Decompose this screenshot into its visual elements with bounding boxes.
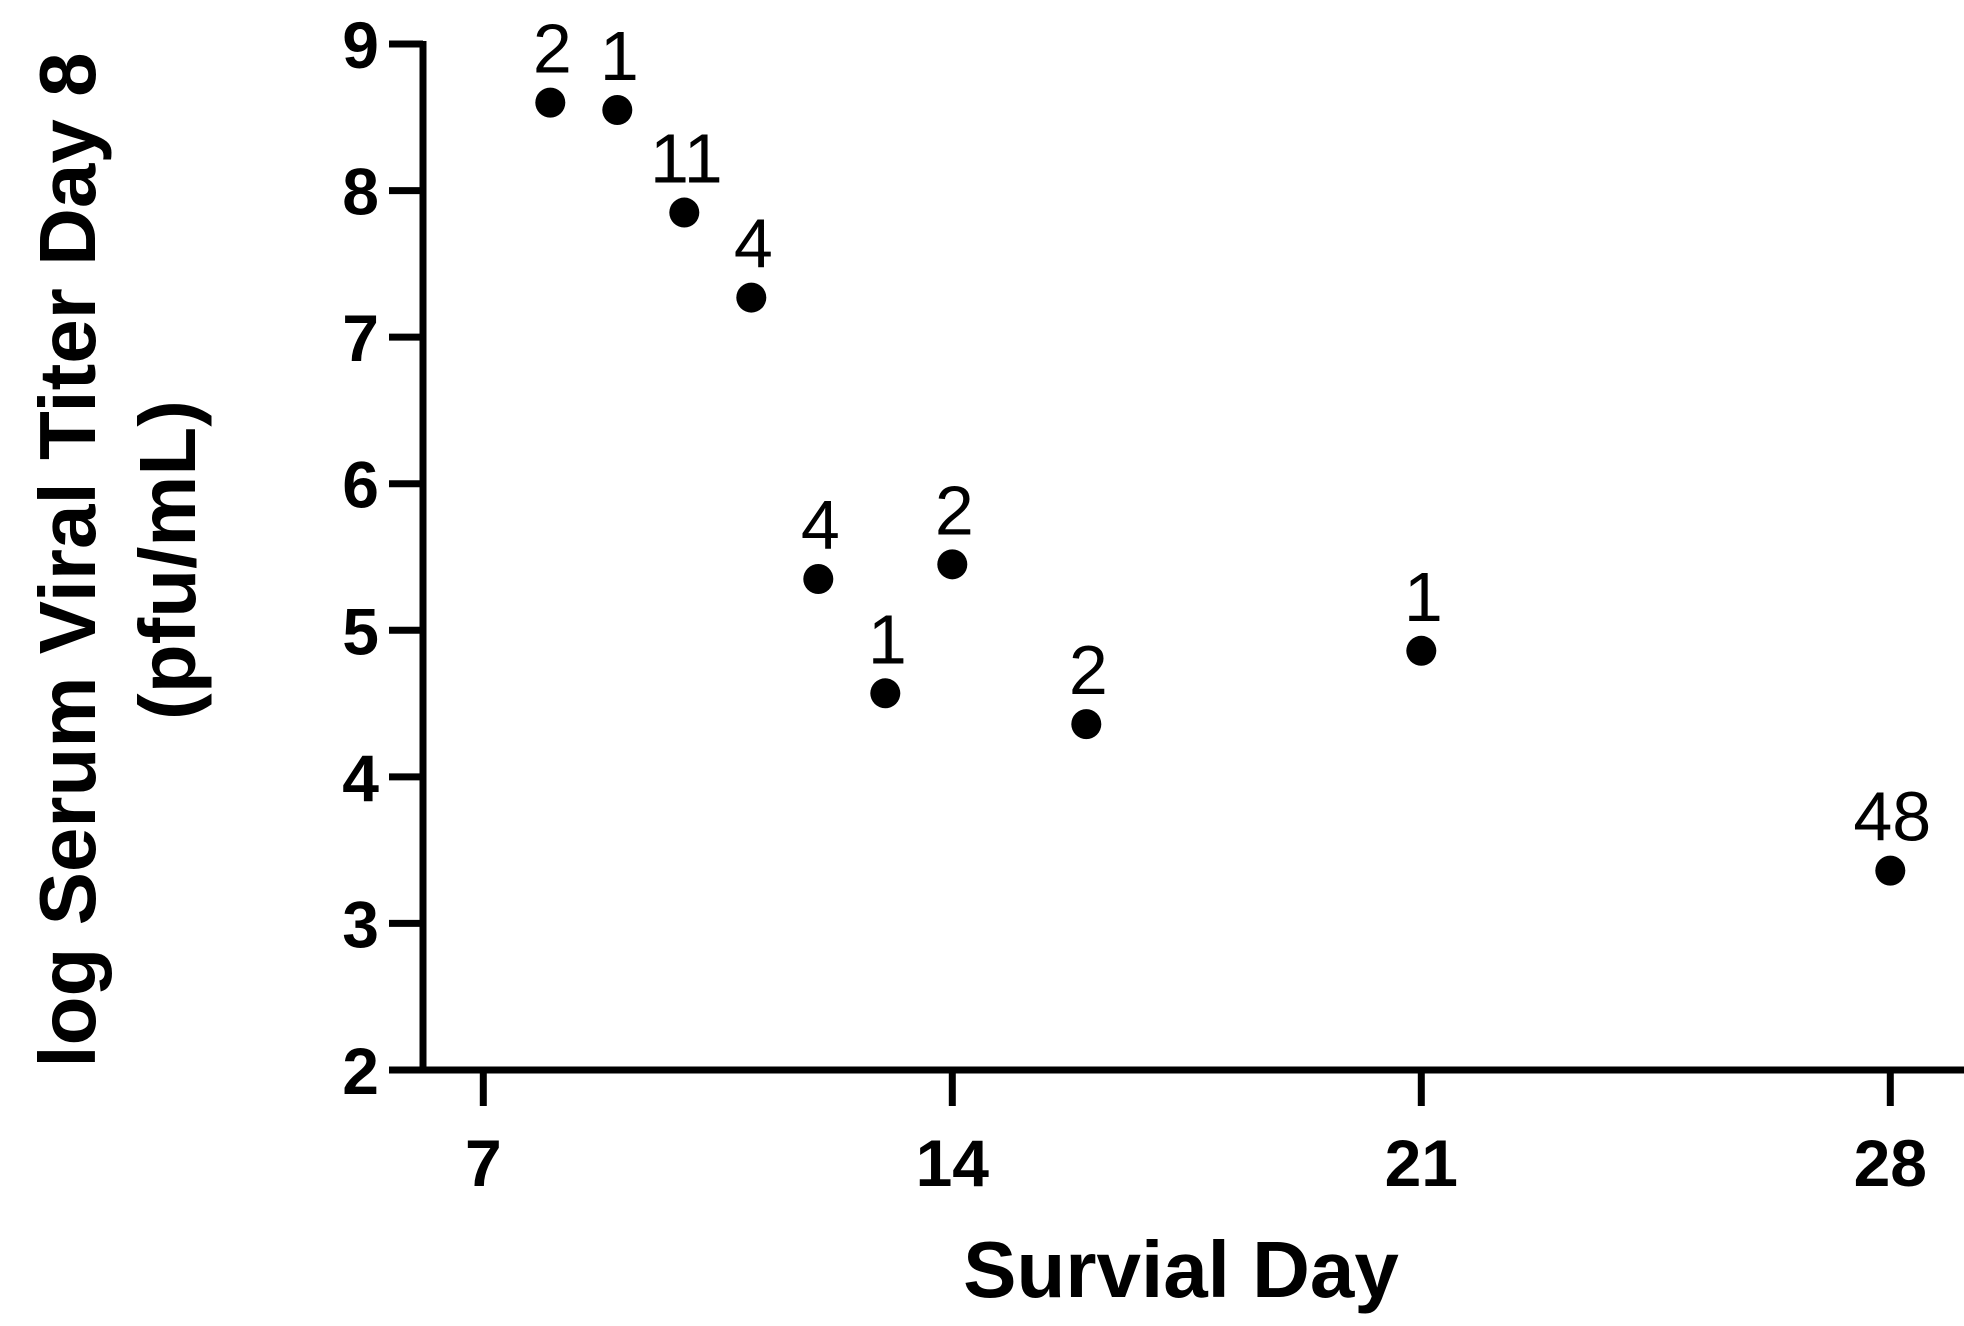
y-tick-label-2: 4 (342, 741, 379, 815)
y-tick-label-7: 9 (342, 8, 379, 82)
data-point-9 (1875, 855, 1906, 886)
data-point-8 (1406, 635, 1437, 666)
y-tick-label-5: 7 (342, 301, 379, 375)
data-point-4 (803, 563, 834, 594)
y-ticks: 2 3 4 5 6 7 8 9 (342, 8, 423, 1108)
y-tick-label-4: 6 (342, 448, 379, 522)
x-tick-label-1: 14 (916, 1126, 990, 1200)
data-label-7: 2 (1069, 631, 1108, 709)
x-axis-title: Survial Day (963, 1225, 1399, 1314)
data-point-5 (870, 678, 901, 709)
data-point-3 (736, 282, 767, 313)
data-label-5: 1 (868, 600, 907, 678)
data-label-3: 4 (734, 205, 773, 283)
y-tick-label-6: 8 (342, 155, 379, 229)
data-label-2: 11 (650, 120, 723, 198)
data-point-0 (535, 87, 566, 118)
y-tick-label-3: 5 (342, 594, 379, 668)
data-label-4: 4 (801, 486, 840, 564)
y-axis-title: log Serum Viral Titer Day 8 (pfu/mL) (23, 52, 212, 1067)
data-label-1: 1 (600, 17, 639, 95)
data-point-1 (602, 94, 633, 125)
x-tick-label-0: 7 (465, 1126, 502, 1200)
data-label-6: 2 (935, 471, 974, 549)
data-label-0: 2 (533, 10, 572, 88)
x-ticks: 7 14 21 28 (465, 1070, 1927, 1200)
x-tick-label-2: 21 (1385, 1126, 1458, 1200)
data-label-9: 48 (1853, 778, 1931, 856)
y-axis-title-line-2: (pfu/mL) (123, 400, 212, 720)
data-label-8: 1 (1404, 558, 1443, 636)
data-point-2 (669, 197, 700, 228)
data-point-6 (937, 549, 968, 580)
x-tick-label-3: 28 (1854, 1126, 1927, 1200)
y-axis-title-line-1: log Serum Viral Titer Day 8 (23, 52, 112, 1067)
y-tick-label-1: 3 (342, 887, 379, 961)
y-tick-label-0: 2 (342, 1034, 379, 1108)
data-point-7 (1071, 709, 1102, 740)
